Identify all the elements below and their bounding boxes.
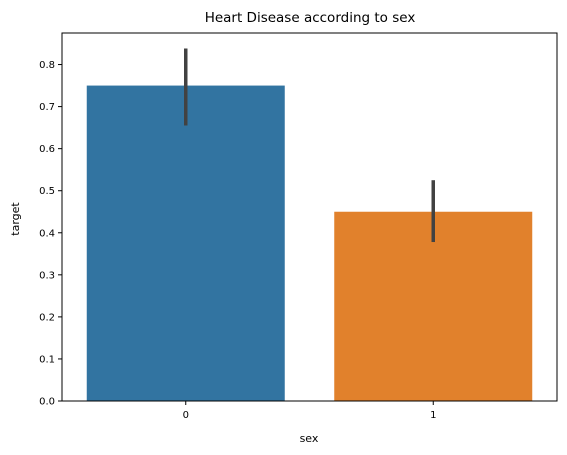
y-axis: 0.0 0.1 0.2 0.3 0.4 0.5 0.6 0.7 0.8 bbox=[39, 60, 62, 408]
bar-1 bbox=[334, 211, 533, 401]
y-tick-label: 0.8 bbox=[39, 60, 55, 71]
y-tick-label: 0.3 bbox=[39, 270, 55, 281]
x-tick-label: 0 bbox=[183, 410, 189, 421]
axes-frame bbox=[61, 32, 558, 402]
bar-0 bbox=[86, 85, 285, 402]
y-axis-label: target bbox=[9, 202, 22, 236]
chart-title: Heart Disease according to sex bbox=[205, 10, 416, 26]
x-axis-label: sex bbox=[300, 432, 319, 445]
y-tick-label: 0.1 bbox=[39, 354, 55, 365]
y-tick-label: 0.5 bbox=[39, 186, 55, 197]
y-tick-label: 0.6 bbox=[39, 144, 55, 155]
y-tick-label: 0.0 bbox=[39, 397, 55, 408]
y-tick-label: 0.4 bbox=[39, 228, 55, 239]
y-tick-label: 0.2 bbox=[39, 312, 55, 323]
x-tick-label: 1 bbox=[430, 410, 436, 421]
y-tick-label: 0.7 bbox=[39, 102, 55, 113]
plot-area bbox=[86, 48, 533, 402]
